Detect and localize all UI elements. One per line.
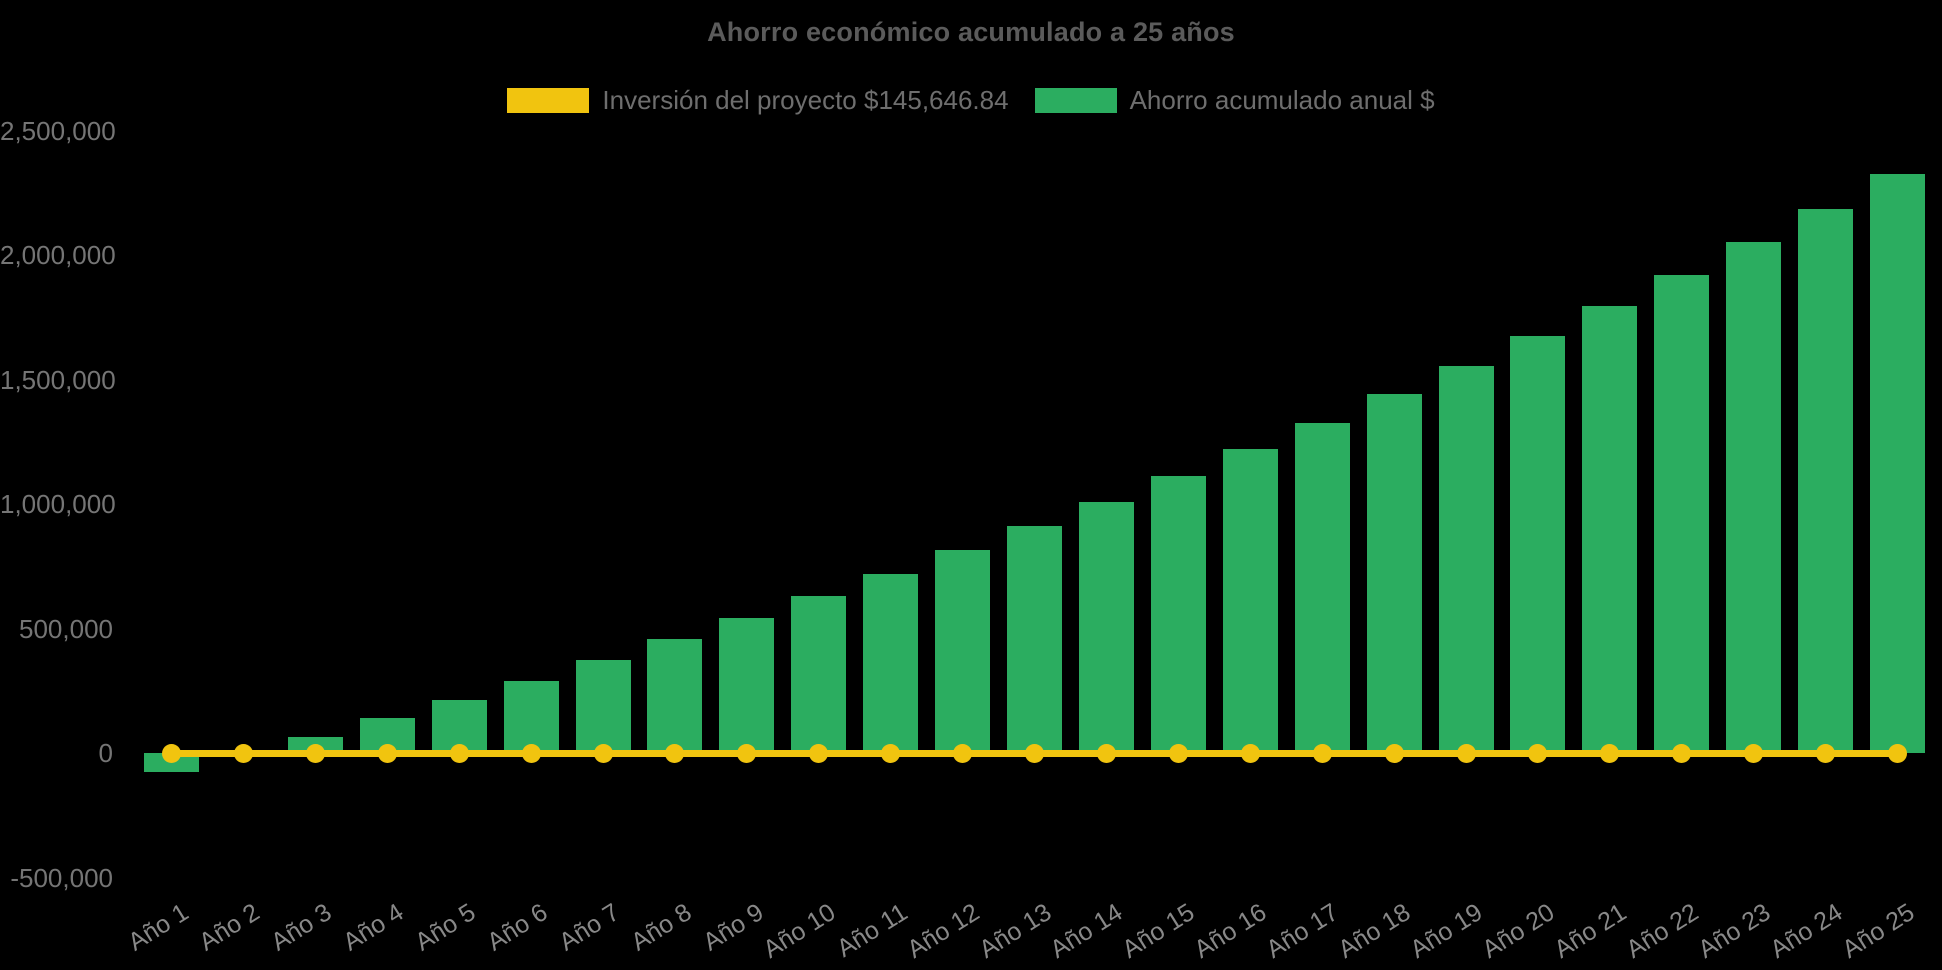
y-axis-label--500000: -500,000 [10, 862, 113, 893]
bar-ano-11[interactable] [863, 573, 919, 753]
investment-marker-ano-8[interactable] [665, 743, 685, 763]
y-axis-label-500000: 500,000 [19, 613, 113, 644]
bar-ano-23[interactable] [1726, 242, 1782, 753]
bar-ano-20[interactable] [1510, 336, 1566, 753]
y-axis-label-2500000: 2,500,000 [0, 115, 116, 146]
investment-marker-ano-20[interactable] [1528, 743, 1548, 763]
investment-marker-ano-7[interactable] [593, 743, 613, 763]
y-axis-label-0: 0 [98, 738, 113, 768]
investment-marker-ano-12[interactable] [953, 743, 973, 763]
investment-marker-ano-16[interactable] [1240, 743, 1260, 763]
bar-ano-15[interactable] [1150, 475, 1206, 753]
legend-item-investment[interactable]: Inversión del proyecto $145,646.84 [507, 85, 1009, 116]
investment-marker-ano-13[interactable] [1025, 743, 1045, 763]
bar-ano-1[interactable] [144, 753, 199, 773]
legend-swatch-investment-icon [507, 88, 590, 113]
legend-swatch-savings-icon [1034, 88, 1117, 113]
bar-ano-18[interactable] [1366, 394, 1422, 753]
bar-ano-19[interactable] [1438, 366, 1494, 753]
bar-ano-13[interactable] [1007, 526, 1063, 753]
bar-ano-16[interactable] [1222, 449, 1278, 753]
investment-marker-ano-14[interactable] [1096, 743, 1116, 763]
investment-marker-ano-10[interactable] [809, 743, 829, 763]
bar-ano-9[interactable] [719, 617, 775, 753]
bar-ano-24[interactable] [1798, 208, 1854, 753]
investment-marker-ano-23[interactable] [1744, 743, 1764, 763]
investment-marker-ano-6[interactable] [521, 743, 541, 763]
investment-marker-ano-11[interactable] [881, 743, 901, 763]
investment-marker-ano-3[interactable] [305, 743, 325, 763]
y-axis-label-1000000: 1,000,000 [0, 489, 116, 519]
bar-ano-7[interactable] [575, 660, 631, 753]
y-axis-label-1500000: 1,500,000 [0, 364, 116, 395]
investment-marker-ano-25[interactable] [1888, 743, 1908, 763]
bar-ano-8[interactable] [647, 639, 703, 753]
investment-marker-ano-1[interactable] [162, 743, 181, 763]
bar-ano-22[interactable] [1654, 275, 1710, 753]
legend-item-savings[interactable]: Ahorro acumulado anual $ [1034, 85, 1435, 116]
bar-ano-14[interactable] [1078, 501, 1134, 753]
bar-ano-21[interactable] [1582, 306, 1638, 753]
investment-marker-ano-15[interactable] [1168, 743, 1188, 763]
investment-marker-ano-5[interactable] [449, 743, 469, 763]
bar-ano-25[interactable] [1870, 173, 1926, 753]
investment-marker-ano-17[interactable] [1312, 743, 1332, 763]
investment-marker-ano-2[interactable] [233, 743, 253, 763]
investment-marker-ano-22[interactable] [1672, 743, 1692, 763]
bar-ano-10[interactable] [791, 596, 847, 753]
investment-marker-ano-21[interactable] [1600, 743, 1620, 763]
investment-marker-ano-9[interactable] [737, 743, 757, 763]
investment-marker-ano-24[interactable] [1816, 743, 1836, 763]
legend-label-savings: Ahorro acumulado anual $ [1129, 85, 1435, 115]
investment-marker-ano-19[interactable] [1456, 743, 1476, 763]
y-axis-label-2000000: 2,000,000 [0, 240, 116, 270]
bar-ano-6[interactable] [503, 680, 559, 753]
legend: Inversión del proyecto $145,646.84 Ahorr… [0, 85, 1942, 116]
chart-title: Ahorro económico acumulado a 25 años [707, 17, 1235, 47]
investment-marker-ano-18[interactable] [1384, 743, 1404, 763]
legend-label-investment: Inversión del proyecto $145,646.84 [602, 85, 1009, 115]
bar-ano-12[interactable] [935, 550, 991, 753]
bar-ano-17[interactable] [1294, 422, 1350, 753]
investment-marker-ano-4[interactable] [377, 743, 397, 763]
